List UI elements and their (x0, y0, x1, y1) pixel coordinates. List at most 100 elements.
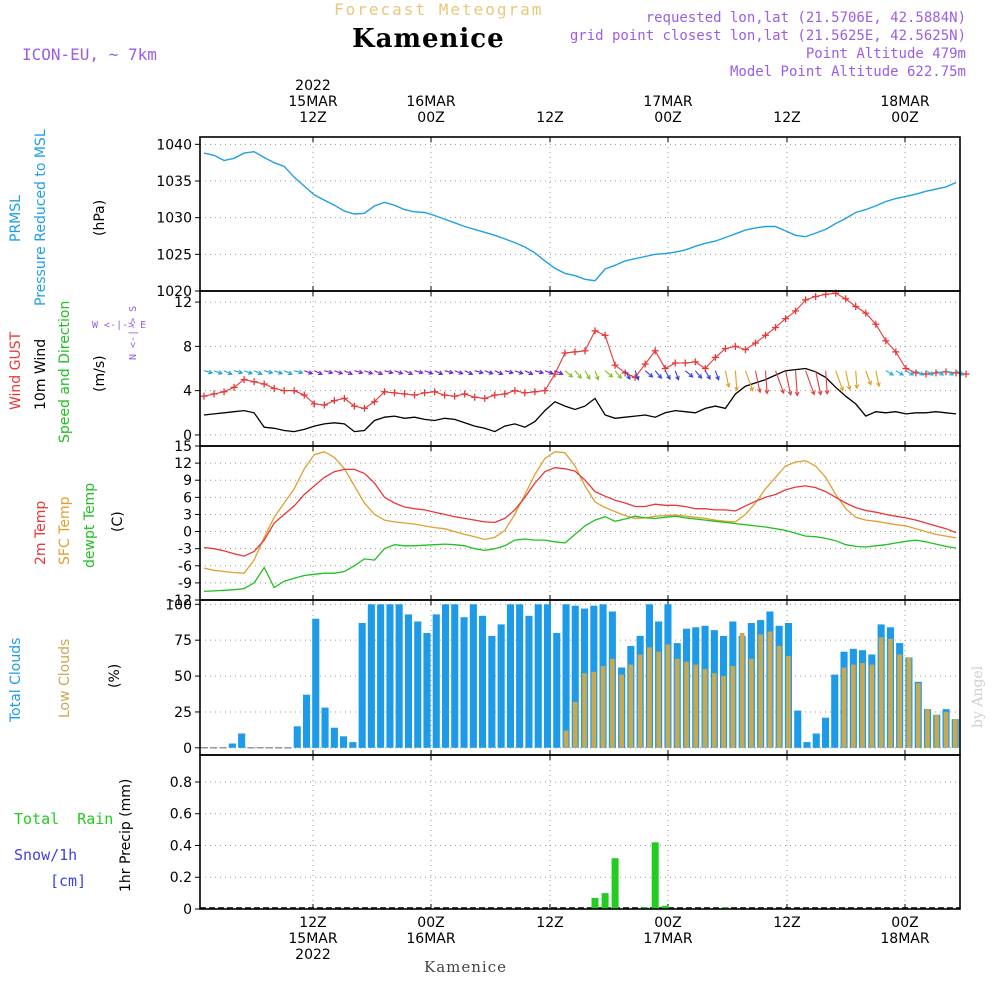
bottom-axis-label: 00Z 17MAR (623, 915, 713, 963)
wind-arrow (514, 370, 523, 375)
wind-arrow-head (824, 390, 830, 396)
wind-arrow (915, 370, 924, 376)
wind-arrow (283, 370, 293, 375)
low-cloud-bar (860, 663, 865, 748)
top-axis-label: 2022 15MAR 12Z (268, 78, 358, 126)
y-tick-label: 25 (174, 705, 192, 721)
meteogram-subtitle: Forecast Meteogram (334, 0, 544, 19)
total-cloud-bar (460, 617, 468, 748)
low-cloud-bar (647, 647, 652, 748)
bottom-axis-line2: 18MAR (880, 931, 930, 947)
wind-arrow-head (227, 370, 233, 376)
low-cloud-bar (665, 644, 671, 748)
pressure-line (203, 150, 957, 282)
total-cloud-bar (516, 604, 524, 748)
low-cloud-bar (600, 666, 606, 748)
wind-arrow-head (378, 370, 384, 376)
low-cloud-bar (897, 654, 902, 748)
point-altitude: Point Altitude 479m (805, 46, 966, 62)
wind-arrow (474, 370, 483, 374)
total-cloud-bar (534, 604, 542, 748)
gridpoint-coords: grid point closest lon,lat (21.5625E, 42… (569, 28, 966, 44)
wind-arrow (344, 370, 353, 375)
wind-arrow (714, 370, 720, 380)
wind-arrow (704, 370, 711, 380)
total-cloud-bar (506, 604, 514, 748)
wind-arrow-head (408, 370, 414, 376)
wind-arrow (895, 370, 904, 376)
bottom-axis-line3: 2022 (295, 947, 331, 963)
wind-arrow-head (715, 375, 720, 381)
wind-arrow-head (899, 371, 905, 376)
wind-arrow (434, 370, 443, 375)
total-cloud-bar (321, 707, 329, 748)
wind-arrow-head (458, 370, 464, 375)
wind-arrow (734, 370, 738, 391)
wind-arrow-head (548, 370, 554, 375)
wind-arrow-head (839, 386, 845, 392)
t2m-line (203, 467, 957, 557)
bottom-axis-line2: 17MAR (643, 931, 693, 947)
wind-arrow (875, 370, 880, 387)
precip-rain-label: Total Rain (14, 810, 113, 828)
wind-arrow-head (780, 389, 785, 395)
total-cloud-bar (794, 710, 802, 748)
total-cloud-bar (525, 615, 533, 748)
total-cloud-bar (442, 604, 450, 748)
total-cloud-bar (571, 605, 579, 748)
low-cloud-bar (786, 656, 791, 748)
total-cloud-bar (812, 733, 820, 748)
y-tick-label: 75 (174, 633, 192, 649)
wind-arrow (724, 370, 730, 388)
top-axis-line1: 2022 (295, 78, 331, 94)
wind-arrow (243, 370, 253, 375)
total-cloud-bar (349, 742, 357, 748)
wind-compass-we: W <-|-> E (92, 320, 147, 331)
wind-arrow-head (749, 386, 754, 392)
wind-arrow (374, 370, 383, 375)
total-cloud-bar (562, 604, 570, 748)
total-cloud-bar (377, 604, 385, 748)
wind-arrow (905, 370, 914, 376)
wind-arrow-head (528, 370, 534, 376)
wind-arrow-head (308, 370, 314, 375)
wind-arrow-head (278, 370, 284, 375)
precip-snow-unit: [cm] (50, 872, 87, 890)
y-tick-label: 9 (183, 473, 192, 489)
wind-arrow-head (635, 375, 640, 381)
wind-arrow (324, 370, 333, 374)
wind-arrow-head (666, 374, 671, 381)
wind-arrow-head (949, 371, 955, 376)
wind-arrow (454, 370, 463, 375)
panel-frame (199, 754, 961, 910)
wind-arrow (925, 370, 934, 376)
wind-arrow (624, 370, 631, 380)
bottom-axis-label: 12Z 15MAR 2022 (268, 915, 358, 963)
wind-arrow-head (794, 391, 800, 397)
y-tick-label: -6 (178, 559, 192, 575)
wind-arrow (664, 370, 671, 380)
model-altitude: Model Point Altitude 622.75m (729, 64, 966, 80)
top-axis-line3: 12Z (536, 110, 564, 126)
wind-arrow (744, 370, 754, 391)
top-axis-label: 12Z (505, 78, 595, 126)
wind-arrow (845, 370, 851, 390)
wind-arrow-head (568, 373, 574, 378)
y-tick-label: 0.6 (170, 807, 192, 823)
low-cloud-bar (730, 666, 736, 748)
low-cloud-bar (925, 709, 930, 748)
wind-arrow (694, 370, 702, 379)
bottom-axis-line1: 12Z (773, 915, 801, 931)
bottom-axis-line2: 16MAR (406, 931, 456, 947)
model-label: ICON-EU, ~ 7km (22, 45, 157, 64)
wind-arrow-head (706, 374, 711, 381)
total-cloud-bar (238, 733, 246, 748)
wind-arrow (594, 370, 599, 380)
wind-arrow-head (608, 373, 614, 378)
wind-arrow (223, 370, 232, 375)
requested-coords: requested lon,lat (21.5706E, 42.5884N) (645, 10, 966, 26)
panel-frame (199, 136, 961, 292)
bottom-axis-label: 12Z (742, 915, 832, 963)
bottom-axis-line2: 15MAR (288, 931, 338, 947)
wind-arrow-head (428, 370, 434, 375)
